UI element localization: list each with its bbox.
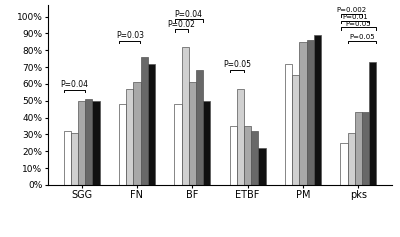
Bar: [258, 148, 266, 185]
Text: P=0.002: P=0.002: [336, 8, 366, 14]
Text: P=0.03: P=0.03: [116, 32, 144, 41]
Bar: [203, 101, 210, 185]
Bar: [292, 75, 300, 185]
Bar: [251, 131, 258, 185]
Text: P=0.02: P=0.02: [168, 20, 196, 29]
Bar: [189, 82, 196, 185]
Bar: [244, 126, 251, 185]
Text: P=0.05: P=0.05: [346, 21, 371, 27]
Bar: [78, 101, 85, 185]
Bar: [285, 64, 292, 185]
Text: P=0.04: P=0.04: [60, 80, 88, 89]
Bar: [92, 101, 100, 185]
Bar: [362, 113, 369, 185]
Text: P=0.01: P=0.01: [342, 14, 368, 20]
Bar: [126, 89, 133, 185]
Bar: [369, 62, 376, 185]
Bar: [348, 133, 355, 185]
Bar: [196, 70, 203, 185]
Bar: [230, 126, 237, 185]
Bar: [148, 64, 155, 185]
Bar: [140, 57, 148, 185]
Text: P=0.05: P=0.05: [223, 60, 251, 69]
Bar: [174, 104, 182, 185]
Bar: [314, 35, 321, 185]
Bar: [300, 42, 307, 185]
Bar: [182, 47, 189, 185]
Bar: [85, 99, 92, 185]
Bar: [119, 104, 126, 185]
Bar: [340, 143, 348, 185]
Bar: [133, 82, 140, 185]
Text: P=0.05: P=0.05: [349, 34, 375, 41]
Bar: [237, 89, 244, 185]
Bar: [355, 113, 362, 185]
Bar: [71, 133, 78, 185]
Bar: [64, 131, 71, 185]
Text: P=0.04: P=0.04: [175, 9, 203, 18]
Bar: [307, 40, 314, 185]
